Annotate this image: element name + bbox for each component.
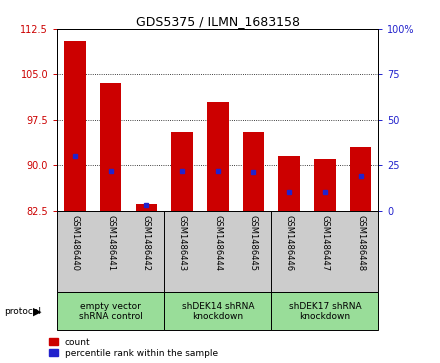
- Bar: [279, 156, 300, 211]
- Text: shDEK14 shRNA
knockdown: shDEK14 shRNA knockdown: [182, 302, 254, 321]
- Title: GDS5375 / ILMN_1683158: GDS5375 / ILMN_1683158: [136, 15, 300, 28]
- Text: empty vector
shRNA control: empty vector shRNA control: [79, 302, 143, 321]
- Text: GSM1486444: GSM1486444: [213, 215, 222, 271]
- Legend: count, percentile rank within the sample: count, percentile rank within the sample: [48, 337, 219, 359]
- Text: GSM1486440: GSM1486440: [70, 215, 80, 271]
- Bar: [172, 132, 193, 211]
- Text: ▶: ▶: [33, 306, 41, 316]
- Text: GSM1486443: GSM1486443: [178, 215, 187, 271]
- Text: GSM1486441: GSM1486441: [106, 215, 115, 271]
- Bar: [100, 83, 121, 211]
- Bar: [314, 159, 336, 211]
- Bar: [243, 132, 264, 211]
- Bar: [350, 147, 371, 211]
- Text: protocol: protocol: [4, 307, 41, 316]
- Bar: [64, 41, 86, 211]
- Bar: [136, 204, 157, 211]
- Text: GSM1486446: GSM1486446: [285, 215, 293, 271]
- Text: GSM1486445: GSM1486445: [249, 215, 258, 271]
- Text: GSM1486447: GSM1486447: [320, 215, 330, 271]
- Text: GSM1486448: GSM1486448: [356, 215, 365, 271]
- Text: shDEK17 shRNA
knockdown: shDEK17 shRNA knockdown: [289, 302, 361, 321]
- Bar: [207, 102, 228, 211]
- Text: GSM1486442: GSM1486442: [142, 215, 151, 271]
